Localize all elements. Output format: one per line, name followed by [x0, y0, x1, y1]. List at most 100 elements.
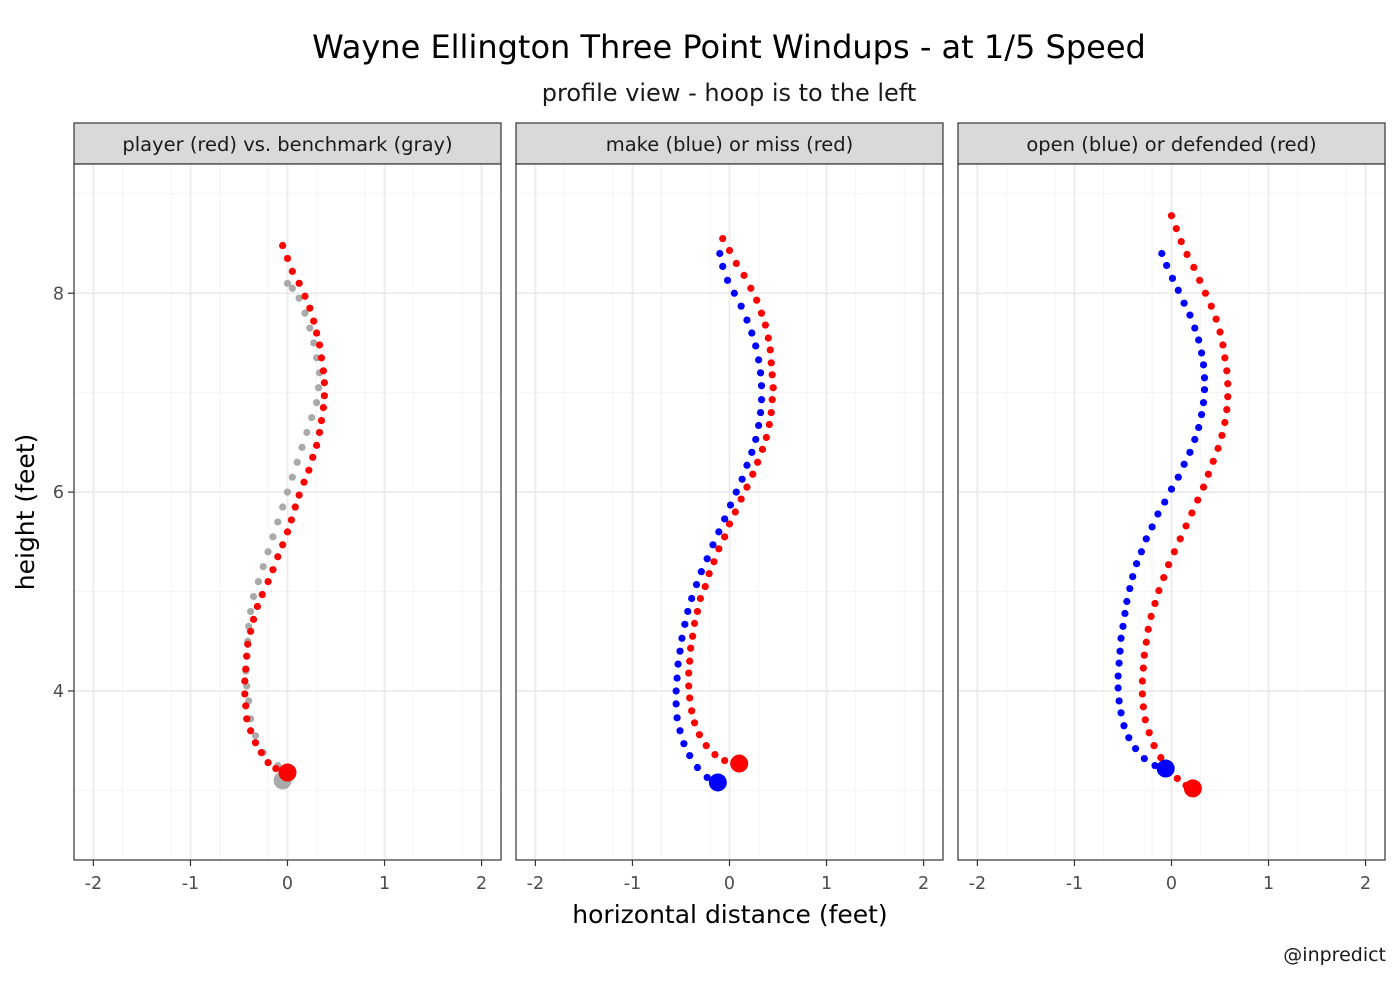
data-point — [768, 396, 776, 404]
data-point — [678, 634, 686, 642]
data-point — [719, 262, 727, 271]
data-point — [696, 594, 704, 603]
data-point — [251, 739, 260, 747]
data-point — [715, 528, 723, 536]
data-point — [1204, 470, 1212, 478]
data-point — [747, 284, 755, 292]
data-point — [1172, 225, 1180, 233]
data-point — [1125, 734, 1133, 742]
data-point — [1138, 690, 1146, 698]
data-point — [242, 702, 250, 710]
data-point — [1218, 431, 1226, 440]
data-point — [1142, 638, 1150, 646]
data-point — [303, 428, 311, 437]
data-point — [1200, 386, 1209, 394]
data-point — [1197, 410, 1206, 419]
data-point — [1199, 483, 1208, 491]
data-point — [743, 461, 751, 469]
data-point — [247, 607, 255, 616]
data-point — [730, 289, 738, 297]
data-point — [243, 652, 251, 660]
data-point — [249, 592, 258, 601]
chart-title: Wayne Ellington Three Point Windups - at… — [312, 28, 1146, 66]
x-tick-label: -1 — [1066, 874, 1083, 894]
data-point — [1167, 212, 1176, 220]
x-tick-label: -2 — [969, 874, 986, 894]
data-point — [695, 731, 704, 739]
data-point — [241, 677, 249, 685]
data-point — [254, 578, 262, 586]
data-point — [725, 246, 734, 255]
data-point — [1212, 315, 1220, 323]
data-point — [1137, 548, 1146, 556]
end-point-marker — [708, 773, 727, 792]
data-point — [1170, 548, 1179, 556]
end-point-marker — [1183, 779, 1202, 798]
data-point — [697, 568, 705, 576]
facet-panels: player (red) vs. benchmark (gray) -2 -1 0 1 2… — [53, 122, 1386, 894]
data-point — [1186, 311, 1194, 319]
data-point — [247, 627, 255, 635]
data-point — [757, 309, 766, 317]
data-point — [279, 541, 287, 549]
data-point — [723, 276, 732, 284]
data-point — [306, 324, 314, 332]
data-point — [1219, 341, 1227, 349]
data-point — [1158, 249, 1166, 258]
data-point — [309, 453, 317, 461]
data-point — [752, 435, 760, 444]
data-point — [761, 321, 770, 329]
data-point — [279, 241, 287, 250]
data-point — [768, 371, 776, 379]
data-point — [676, 647, 684, 655]
data-point — [755, 356, 763, 364]
data-point — [1200, 374, 1209, 382]
data-point — [1139, 703, 1147, 711]
data-point — [686, 657, 694, 665]
data-point — [298, 443, 306, 451]
data-point — [685, 669, 693, 677]
data-point — [743, 316, 751, 324]
data-point — [1194, 496, 1202, 504]
data-point — [710, 558, 718, 566]
data-point — [1117, 709, 1125, 717]
data-point — [749, 470, 757, 478]
data-point — [1176, 535, 1184, 543]
data-point — [754, 458, 762, 466]
data-point — [719, 234, 727, 243]
data-point — [310, 339, 318, 347]
data-point — [274, 553, 282, 561]
data-point — [269, 533, 277, 541]
data-point — [756, 369, 765, 377]
data-point — [243, 715, 251, 723]
facet-panel: make (blue) or miss (red) -2 -1 0 1 2 — [515, 122, 944, 894]
data-point — [715, 545, 723, 553]
data-point — [721, 533, 729, 541]
data-point — [291, 503, 299, 511]
data-point — [1140, 754, 1148, 763]
data-point — [767, 408, 775, 417]
data-point — [1223, 405, 1231, 414]
data-point — [681, 620, 689, 628]
data-point — [1116, 647, 1124, 655]
data-point — [1138, 677, 1146, 685]
y-tick-label: 8 — [53, 284, 64, 304]
data-point — [748, 329, 756, 337]
data-point — [767, 359, 775, 367]
data-point — [757, 396, 766, 404]
data-point — [295, 294, 303, 302]
data-point — [287, 516, 295, 524]
data-point — [765, 420, 773, 429]
data-point — [1174, 286, 1182, 294]
data-point — [320, 379, 328, 387]
data-point — [672, 700, 680, 708]
data-point — [272, 764, 280, 773]
data-point — [1142, 535, 1150, 543]
data-point — [1191, 435, 1199, 444]
x-tick-label: 1 — [379, 874, 390, 894]
data-point — [1197, 349, 1206, 357]
data-point — [1190, 263, 1198, 272]
data-point — [1157, 753, 1165, 762]
data-point — [300, 478, 308, 486]
data-point — [1214, 444, 1222, 452]
